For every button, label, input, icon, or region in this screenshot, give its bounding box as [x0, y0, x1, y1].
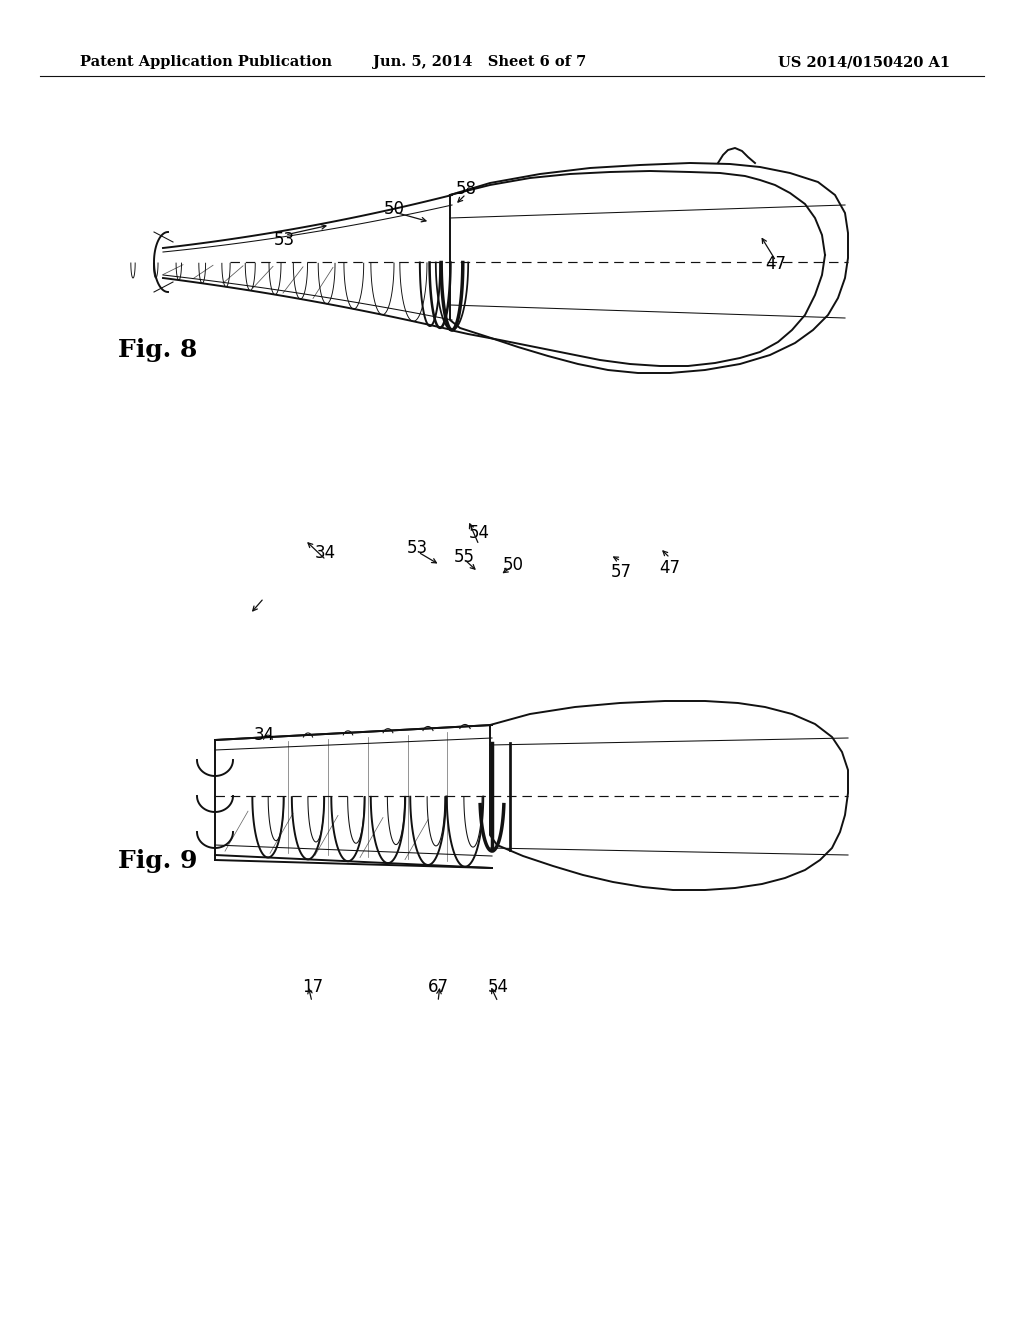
Text: 34: 34	[315, 544, 336, 562]
Text: 47: 47	[659, 558, 680, 577]
Text: Fig. 8: Fig. 8	[118, 338, 198, 362]
Text: Fig. 9: Fig. 9	[118, 849, 198, 873]
Text: 55: 55	[454, 548, 474, 566]
Text: 53: 53	[408, 539, 428, 557]
Text: 54: 54	[469, 524, 489, 543]
Text: 17: 17	[302, 978, 323, 997]
Text: 47: 47	[766, 255, 786, 273]
Text: 54: 54	[488, 978, 509, 997]
Text: 50: 50	[384, 199, 404, 218]
Text: 34: 34	[254, 726, 274, 744]
Text: 57: 57	[611, 562, 632, 581]
Text: 50: 50	[503, 556, 523, 574]
Text: Patent Application Publication: Patent Application Publication	[80, 55, 332, 69]
Text: US 2014/0150420 A1: US 2014/0150420 A1	[778, 55, 950, 69]
Text: Jun. 5, 2014   Sheet 6 of 7: Jun. 5, 2014 Sheet 6 of 7	[374, 55, 587, 69]
Text: 58: 58	[456, 180, 476, 198]
Text: 67: 67	[428, 978, 449, 997]
Text: 53: 53	[274, 231, 295, 249]
